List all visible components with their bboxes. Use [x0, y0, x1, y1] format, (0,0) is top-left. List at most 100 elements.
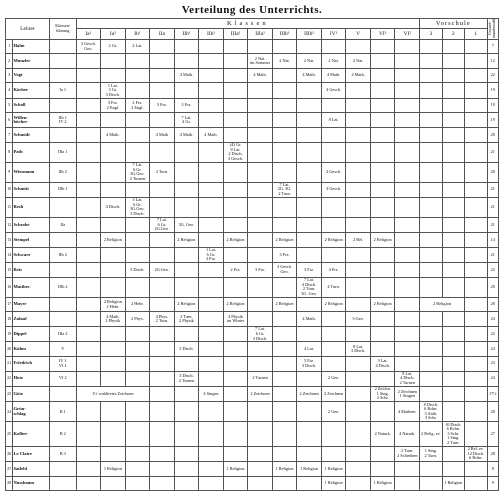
- empty-cell: [296, 475, 322, 492]
- empty-cell: [247, 475, 273, 492]
- total-hours: 19: [486, 97, 500, 114]
- empty-cell: [271, 311, 298, 328]
- empty-cell: [198, 341, 224, 357]
- empty-cell: [369, 311, 396, 328]
- empty-cell: [464, 127, 488, 143]
- empty-cell: [222, 97, 249, 114]
- empty-cell: [296, 445, 322, 463]
- empty-cell: [394, 97, 421, 114]
- row-number: 10: [4, 181, 14, 198]
- total-hours: 28: [486, 445, 500, 463]
- lesson-cell: 4 Math.: [296, 311, 322, 328]
- lesson-cell: 2 Lat.: [124, 38, 151, 55]
- teacher-name: Munzler: [12, 53, 50, 69]
- class-column: V: [345, 28, 371, 40]
- empty-cell: [419, 461, 443, 477]
- teacher-name: Willen- bücher: [12, 112, 50, 129]
- empty-cell: [441, 196, 466, 218]
- empty-cell: [173, 53, 200, 69]
- lesson-cell: 2 Naturk.: [369, 421, 396, 447]
- empty-cell: [222, 276, 249, 298]
- empty-cell: [394, 112, 421, 129]
- total-hours: 27: [486, 421, 500, 447]
- empty-cell: [296, 97, 322, 114]
- empty-cell: [173, 355, 200, 372]
- empty-cell: [271, 127, 298, 143]
- lesson-cell: 4 Physik im Winter: [222, 311, 249, 328]
- empty-cell: [149, 38, 175, 55]
- lesson-cell: 4 Math.: [100, 127, 126, 143]
- class-column: IIb¹: [173, 28, 200, 40]
- lesson-cell: 3 Frz.: [247, 262, 273, 278]
- lesson-cell: 8 Dtsch. 6 Rchn. 3 Anth. 3 Schr.: [419, 401, 443, 423]
- empty-cell: [75, 82, 102, 99]
- empty-cell: [441, 216, 466, 234]
- teacher-row: 8 Path IIIa 1 (4) Gr. 8 Lat. 2 Dtsch. 3 Ges…: [4, 141, 500, 163]
- teacher-row: 9 Wiesmann IIb 2 7 Lat. 6 Gr. 3G.Geo. 2 Tur…: [4, 161, 500, 183]
- class-lead: [48, 38, 77, 55]
- lesson-cell: 2 Religion: [271, 232, 298, 248]
- empty-cell: [247, 276, 273, 298]
- empty-cell: [75, 246, 102, 264]
- empty-cell: [441, 246, 466, 264]
- lesson-cell: 1 Lat. 6 Gr. 3 Frz.: [198, 246, 224, 264]
- empty-cell: [464, 461, 488, 477]
- teacher-name: Schmitt: [12, 181, 50, 198]
- empty-cell: [296, 112, 322, 129]
- empty-cell: [345, 82, 371, 99]
- empty-cell: [198, 445, 224, 463]
- teacher-name: Dippel: [12, 326, 50, 343]
- teacher-name: Resh: [12, 196, 50, 218]
- empty-cell: [441, 181, 466, 198]
- teacher-name: Schrobe: [12, 216, 50, 234]
- empty-cell: [320, 141, 347, 163]
- empty-cell: [222, 196, 249, 218]
- empty-cell: [100, 276, 126, 298]
- lesson-cell: 2 Turn. 2 Physik: [173, 311, 200, 328]
- empty-cell: [464, 161, 488, 183]
- empty-cell: [369, 246, 396, 264]
- empty-cell: [296, 401, 322, 423]
- lesson-cell: 2 Turnen: [247, 370, 273, 387]
- empty-cell: [198, 161, 224, 183]
- empty-cell: [441, 161, 466, 183]
- empty-cell: [320, 326, 347, 343]
- empty-cell: [247, 461, 273, 477]
- empty-cell: [75, 161, 102, 183]
- empty-cell: [124, 401, 151, 423]
- total-hours: 28: [486, 401, 500, 423]
- empty-cell: [75, 475, 102, 492]
- empty-cell: [198, 112, 224, 129]
- class-column: VI²: [394, 28, 421, 40]
- row-number: 15: [4, 262, 14, 278]
- empty-cell: [198, 181, 224, 198]
- lesson-cell: 3 Turn.: [149, 161, 175, 183]
- empty-cell: [222, 246, 249, 264]
- total-hours: 21: [486, 196, 500, 218]
- lesson-cell: (4) Gr. 8 Lat. 2 Dtsch. 3 Gesch.: [222, 141, 249, 163]
- empty-cell: [464, 196, 488, 218]
- empty-cell: [320, 196, 347, 218]
- empty-cell: [394, 53, 421, 69]
- empty-cell: [222, 341, 249, 357]
- empty-cell: [441, 53, 466, 69]
- empty-cell: [296, 421, 322, 447]
- empty-cell: [419, 181, 443, 198]
- lesson-cell: 3G. Geo.: [173, 216, 200, 234]
- empty-cell: [464, 276, 488, 298]
- class-column: Ib¹: [124, 28, 151, 40]
- empty-cell: [419, 82, 443, 99]
- lesson-cell: 4 Math.: [173, 127, 200, 143]
- teacher-name: Körber: [12, 82, 50, 99]
- teacher-row: 11 Resh 4 Dtsch. 3 Lat. 6 Gr. 3G.Geo. 3 Dts…: [4, 196, 500, 218]
- empty-cell: [149, 341, 175, 357]
- lesson-cell: 2 Rel. ev. 12 Dtsch. 6 Rchn.: [464, 445, 488, 463]
- empty-cell: [124, 112, 151, 129]
- lesson-cell: 4 Math. 2 Physik: [100, 311, 126, 328]
- teacher-row: 19 Dippel IIIa 2 7 Lat. 6 Gr. 3 Dtsch. 22: [4, 326, 500, 343]
- empty-cell: [464, 112, 488, 129]
- empty-cell: [198, 370, 224, 387]
- lesson-cell: 1 Religion: [100, 461, 126, 477]
- class-lead: [48, 97, 77, 114]
- preschool-column: 2: [441, 28, 466, 40]
